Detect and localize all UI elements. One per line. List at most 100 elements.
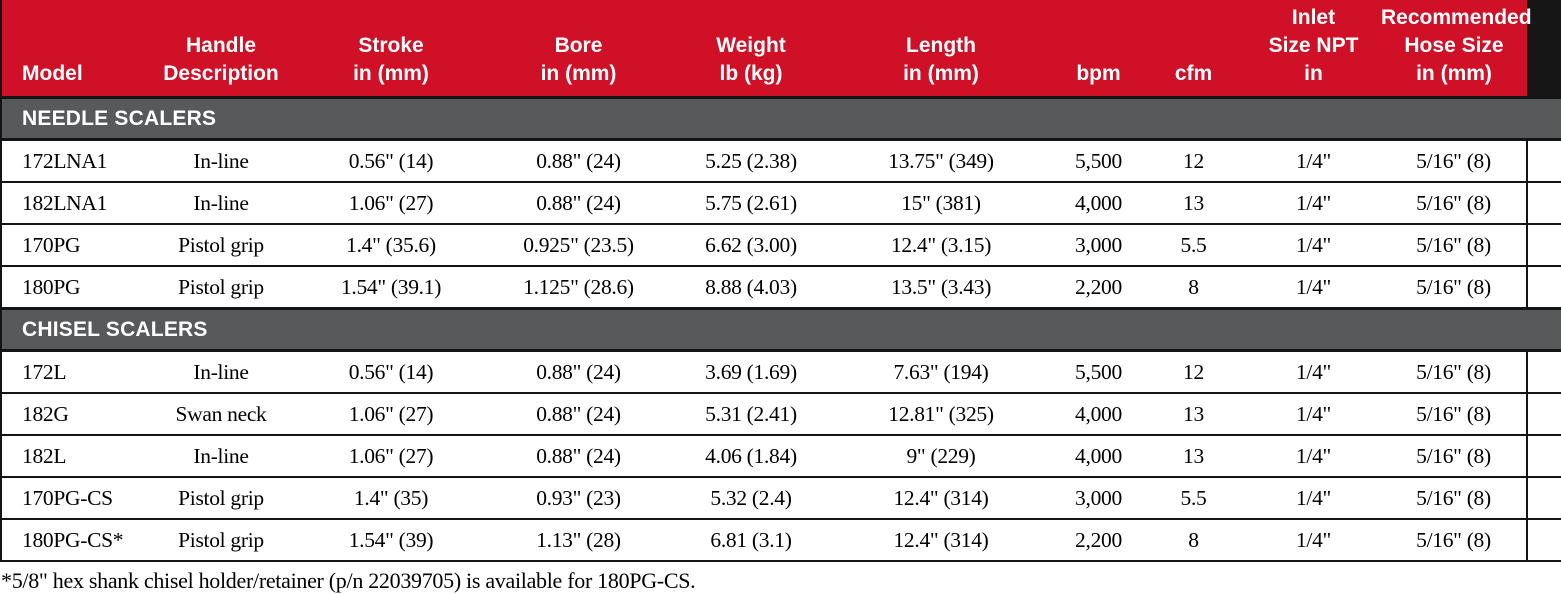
cell-length: 15" (381) [826, 182, 1056, 225]
cell-inlet: 1/4" [1246, 224, 1381, 267]
column-header-cfm: cfm [1141, 0, 1246, 99]
table-row: 172LNA1 In-line 0.56" (14) 0.88" (24) 5.25 (… [0, 139, 1561, 183]
table-row: 182LNA1 In-line 1.06" (27) 0.88" (24) 5.75 (… [0, 182, 1561, 225]
cell-cfm: 8 [1141, 519, 1246, 562]
cell-length: 9" (229) [826, 435, 1056, 478]
cell-model: 180PG [0, 266, 141, 310]
cell-cfm: 12 [1141, 139, 1246, 183]
cell-handle: Swan neck [141, 393, 301, 436]
cell-stroke: 1.06" (27) [301, 393, 481, 436]
cell-length: 13.5" (3.43) [826, 266, 1056, 310]
cell-length: 12.4" (3.15) [826, 224, 1056, 267]
cell-weight: 5.32 (2.4) [676, 477, 826, 520]
column-header-hose: Recommended Hose Size in (mm) [1381, 0, 1532, 99]
cell-weight: 6.81 (3.1) [676, 519, 826, 562]
cell-stroke: 1.06" (27) [301, 182, 481, 225]
cell-weight: 3.69 (1.69) [676, 350, 826, 394]
cell-inlet: 1/4" [1246, 139, 1381, 183]
cell-inlet: 1/4" [1246, 393, 1381, 436]
cell-cfm: 13 [1141, 435, 1246, 478]
table-row: 180PG-CS* Pistol grip 1.54" (39) 1.13" (28)… [0, 519, 1561, 562]
cell-length: 13.75" (349) [826, 139, 1056, 183]
cell-model: 170PG-CS [0, 477, 141, 520]
cell-cfm: 8 [1141, 266, 1246, 310]
cell-stroke: 1.54" (39.1) [301, 266, 481, 310]
cell-inlet: 1/4" [1246, 350, 1381, 394]
cell-bore: 0.88" (24) [481, 350, 676, 394]
cell-bore: 0.88" (24) [481, 435, 676, 478]
cell-handle: Pistol grip [141, 266, 301, 310]
cell-hose: 5/16" (8) [1381, 266, 1527, 310]
cell-bore: 0.88" (24) [481, 182, 676, 225]
cell-hose: 5/16" (8) [1381, 519, 1527, 562]
footnote: *5/8" hex shank chisel holder/retainer (… [1, 568, 696, 593]
row-right-gutter [1526, 393, 1561, 436]
cell-model: 172LNA1 [0, 139, 141, 183]
spec-table: Model Handle Description Stroke in (mm) Bore i… [0, 0, 1561, 562]
cell-weight: 5.25 (2.38) [676, 139, 826, 183]
cell-cfm: 5.5 [1141, 477, 1246, 520]
row-right-gutter [1526, 266, 1561, 310]
table-row: 170PG Pistol grip 1.4" (35.6) 0.925" (23.5)… [0, 224, 1561, 267]
cell-handle: Pistol grip [141, 224, 301, 267]
cell-weight: 6.62 (3.00) [676, 224, 826, 267]
cell-model: 172L [0, 350, 141, 394]
cell-model: 182LNA1 [0, 182, 141, 225]
table-row: 172L In-line 0.56" (14) 0.88" (24) 3.69 (1.6… [0, 350, 1561, 394]
cell-bore: 1.13" (28) [481, 519, 676, 562]
cell-stroke: 1.4" (35) [301, 477, 481, 520]
cell-handle: Pistol grip [141, 477, 301, 520]
cell-cfm: 5.5 [1141, 224, 1246, 267]
cell-hose: 5/16" (8) [1381, 435, 1527, 478]
cell-hose: 5/16" (8) [1381, 224, 1527, 267]
cell-bore: 0.88" (24) [481, 139, 676, 183]
row-right-gutter [1526, 139, 1561, 183]
cell-inlet: 1/4" [1246, 519, 1381, 562]
row-right-gutter [1526, 519, 1561, 562]
cell-handle: In-line [141, 435, 301, 478]
section-row: NEEDLE SCALERS [0, 96, 1561, 141]
cell-cfm: 12 [1141, 350, 1246, 394]
section-row: CHISEL SCALERS [0, 307, 1561, 352]
cell-hose: 5/16" (8) [1381, 477, 1527, 520]
cell-hose: 5/16" (8) [1381, 139, 1527, 183]
cell-bpm: 5,500 [1056, 350, 1141, 394]
row-right-gutter [1526, 477, 1561, 520]
cell-bpm: 2,200 [1056, 519, 1141, 562]
column-header-bore: Bore in (mm) [481, 0, 676, 99]
row-right-gutter [1526, 224, 1561, 267]
cell-bore: 1.125" (28.6) [481, 266, 676, 310]
cell-handle: Pistol grip [141, 519, 301, 562]
cell-stroke: 1.54" (39) [301, 519, 481, 562]
table-row: 182L In-line 1.06" (27) 0.88" (24) 4.06 (1.8… [0, 435, 1561, 478]
cell-model: 182G [0, 393, 141, 436]
cell-weight: 4.06 (1.84) [676, 435, 826, 478]
table-row: 182G Swan neck 1.06" (27) 0.88" (24) 5.31 (2… [0, 393, 1561, 436]
cell-stroke: 1.06" (27) [301, 435, 481, 478]
column-header-handle: Handle Description [141, 0, 301, 99]
row-right-gutter [1526, 182, 1561, 225]
cell-stroke: 0.56" (14) [301, 350, 481, 394]
row-right-gutter [1526, 435, 1561, 478]
cell-bpm: 4,000 [1056, 393, 1141, 436]
section-title: CHISEL SCALERS [0, 307, 1561, 352]
header-right-gutter [1527, 0, 1561, 99]
cell-inlet: 1/4" [1246, 182, 1381, 225]
cell-weight: 8.88 (4.03) [676, 266, 826, 310]
table-header: Model Handle Description Stroke in (mm) Bore i… [0, 0, 1561, 99]
cell-length: 7.63" (194) [826, 350, 1056, 394]
cell-stroke: 1.4" (35.6) [301, 224, 481, 267]
cell-bpm: 5,500 [1056, 139, 1141, 183]
header-row: Model Handle Description Stroke in (mm) Bore i… [0, 0, 1561, 99]
cell-length: 12.4" (314) [826, 477, 1056, 520]
cell-weight: 5.75 (2.61) [676, 182, 826, 225]
cell-model: 180PG-CS* [0, 519, 141, 562]
cell-bore: 0.88" (24) [481, 393, 676, 436]
section-title: NEEDLE SCALERS [0, 96, 1561, 141]
cell-handle: In-line [141, 182, 301, 225]
cell-length: 12.81" (325) [826, 393, 1056, 436]
cell-bore: 0.925" (23.5) [481, 224, 676, 267]
cell-hose: 5/16" (8) [1381, 393, 1527, 436]
cell-handle: In-line [141, 139, 301, 183]
cell-bpm: 3,000 [1056, 477, 1141, 520]
